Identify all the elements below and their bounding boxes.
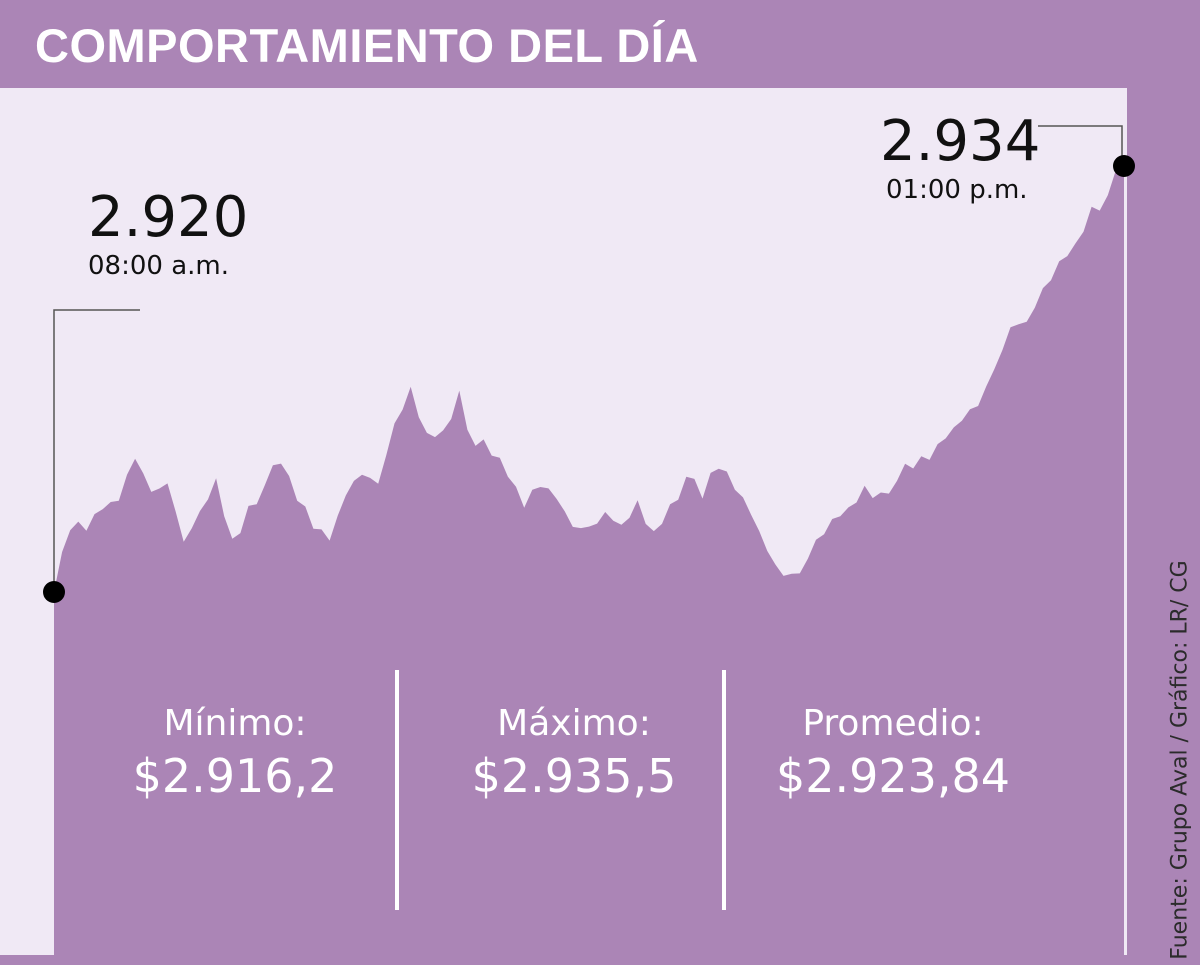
stat-divider-right xyxy=(722,670,726,910)
area-layer xyxy=(54,166,1124,955)
price-area-series xyxy=(54,166,1124,955)
start-point-marker xyxy=(43,581,65,603)
stat-average-label: Promedio: xyxy=(802,703,984,744)
stat-minimum-label: Mínimo: xyxy=(163,703,307,744)
start-leader-line xyxy=(53,309,140,592)
chart-title: COMPORTAMIENTO DEL DÍA xyxy=(35,19,699,72)
stat-average: Promedio: $2.923,84 xyxy=(743,704,1043,804)
stat-minimum-value: $2.916,2 xyxy=(132,749,338,803)
end-time-label: 01:00 p.m. xyxy=(886,175,1028,205)
stat-average-value: $2.923,84 xyxy=(775,749,1011,803)
stat-maximum-label: Máximo: xyxy=(497,703,651,744)
source-credit: Fuente: Grupo Aval / Gráfico: LR/ CG xyxy=(1167,560,1193,960)
title-band: COMPORTAMIENTO DEL DÍA xyxy=(0,0,1200,88)
start-value-label: 2.920 xyxy=(88,185,248,250)
stat-maximum-value: $2.935,5 xyxy=(471,749,677,803)
annotation-layer: 2.920 08:00 a.m. 2.934 01:00 p.m. xyxy=(43,109,1135,603)
stat-maximum: Máximo: $2.935,5 xyxy=(424,704,724,804)
end-point-marker xyxy=(1113,155,1135,177)
start-time-label: 08:00 a.m. xyxy=(88,251,229,281)
end-leader-line xyxy=(1038,125,1123,166)
stat-divider-left xyxy=(395,670,399,910)
chart-plot: 2.920 08:00 a.m. 2.934 01:00 p.m. xyxy=(0,88,1135,955)
end-value-label: 2.934 xyxy=(880,109,1040,174)
stat-minimum: Mínimo: $2.916,2 xyxy=(85,704,385,804)
